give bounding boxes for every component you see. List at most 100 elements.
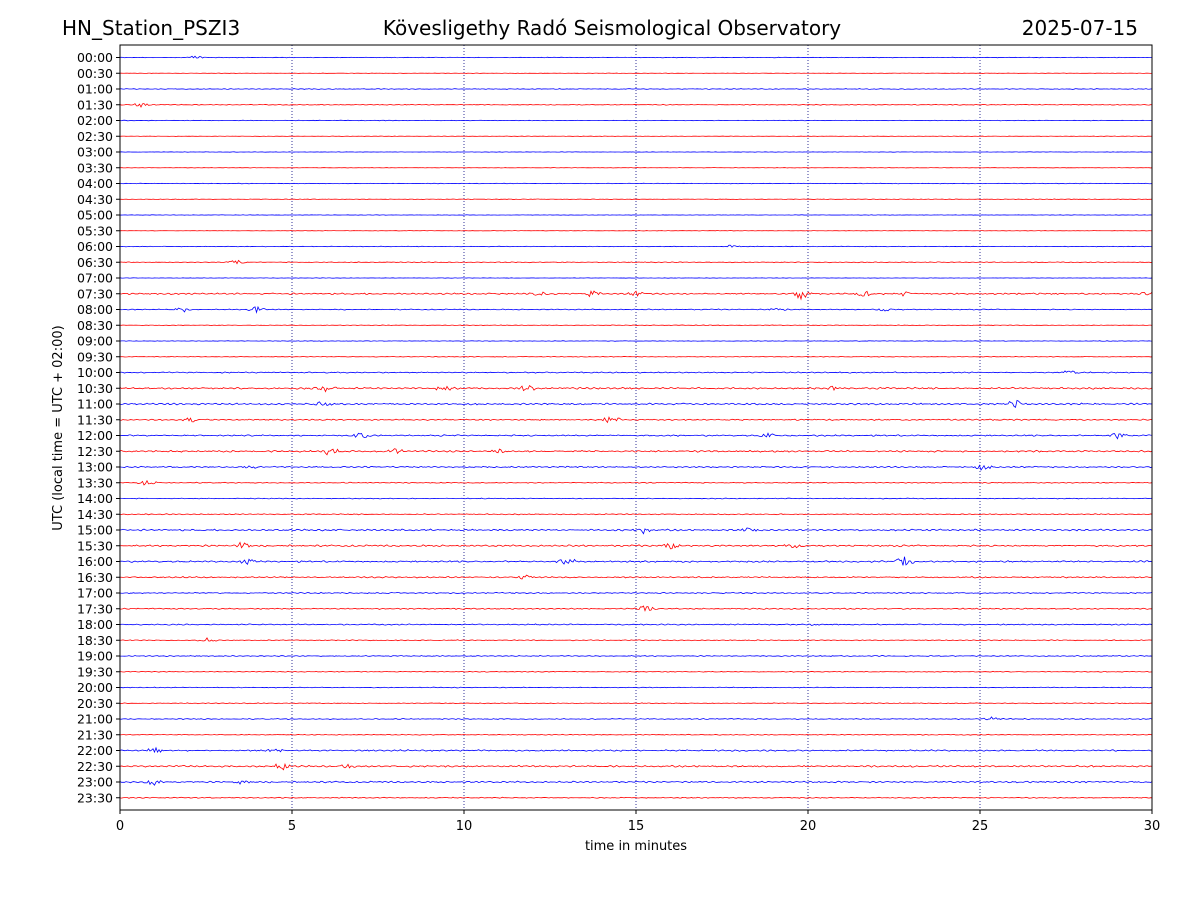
y-tick-label: 18:00 [77,617,113,632]
trace-1300 [119,464,1153,471]
trace-1000 [119,370,1153,374]
trace-2230 [119,762,1153,771]
x-tick-label: 10 [456,819,473,834]
trace-0200 [119,119,1153,122]
trace-2030 [119,702,1153,705]
y-tick-label: 03:30 [77,160,113,175]
y-tick-label: 20:30 [77,696,113,711]
y-axis-label: UTC (local time = UTC + 02:00) [51,325,66,530]
y-tick-label: 02:00 [77,113,113,128]
y-tick-label: 15:30 [77,538,113,553]
trace-0730 [119,290,1153,301]
trace-2100 [119,716,1153,721]
y-tick-label: 22:30 [77,759,113,774]
trace-1930 [119,670,1153,673]
trace-1100 [119,399,1153,409]
y-tick-label: 05:00 [77,208,113,223]
trace-1600 [119,556,1153,566]
x-tick-label: 15 [628,819,645,834]
trace-0600 [119,244,1153,248]
station-name: HN_Station_PSZI3 [62,16,241,40]
y-tick-label: 20:00 [77,680,113,695]
trace-0900 [119,340,1153,342]
y-tick-label: 04:00 [77,176,113,191]
trace-1830 [119,637,1153,642]
trace-1400 [119,497,1153,500]
trace-0400 [119,182,1153,185]
trace-1330 [119,479,1153,486]
x-tick-label: 5 [288,819,296,834]
y-tick-labels: 00:0000:3001:0001:3002:0002:3003:0003:30… [77,50,120,805]
y-tick-label: 14:00 [77,491,113,506]
trace-1700 [119,591,1153,595]
x-tick-label: 25 [972,819,989,834]
y-tick-label: 21:00 [77,712,113,727]
trace-2300 [119,779,1153,786]
y-tick-label: 19:00 [77,649,113,664]
y-tick-label: 06:00 [77,239,113,254]
y-tick-label: 03:00 [77,145,113,160]
trace-1200 [119,432,1153,440]
trace-2000 [119,686,1153,689]
trace-2200 [119,746,1153,754]
y-tick-label: 15:00 [77,523,113,538]
y-tick-label: 17:00 [77,586,113,601]
trace-0000 [119,55,1153,59]
y-tick-label: 12:30 [77,444,113,459]
y-tick-label: 23:00 [77,775,113,790]
y-tick-label: 08:30 [77,318,113,333]
trace-2130 [119,733,1153,736]
y-tick-label: 14:30 [77,507,113,522]
y-tick-label: 18:30 [77,633,113,648]
y-tick-label: 06:30 [77,255,113,270]
trace-2330 [119,796,1153,799]
y-tick-label: 08:00 [77,302,113,317]
y-tick-label: 17:30 [77,601,113,616]
y-tick-label: 19:30 [77,664,113,679]
trace-1730 [119,605,1153,612]
trace-0800 [119,305,1153,314]
y-tick-label: 02:30 [77,129,113,144]
trace-1900 [119,655,1153,657]
trace-1430 [119,513,1153,516]
trace-0830 [119,324,1153,326]
y-tick-label: 04:30 [77,192,113,207]
y-tick-label: 01:30 [77,97,113,112]
trace-1530 [119,541,1153,550]
seismic-traces [119,55,1153,799]
trace-1130 [119,416,1153,424]
y-tick-label: 10:00 [77,365,113,380]
trace-1630 [119,574,1153,580]
x-tick-label: 20 [800,819,817,834]
y-tick-label: 13:00 [77,460,113,475]
trace-1230 [119,448,1153,456]
trace-1500 [119,527,1153,535]
y-tick-label: 07:00 [77,271,113,286]
y-tick-label: 01:00 [77,82,113,97]
trace-0630 [119,259,1153,265]
y-tick-label: 09:00 [77,334,113,349]
x-tick-label: 30 [1144,819,1161,834]
y-tick-label: 11:00 [77,397,113,412]
y-tick-label: 16:30 [77,570,113,585]
y-tick-label: 22:00 [77,743,113,758]
y-tick-label: 23:30 [77,790,113,805]
y-tick-label: 11:30 [77,412,113,427]
trace-0430 [119,198,1153,200]
y-tick-label: 00:00 [77,50,113,65]
chart-date: 2025-07-15 [1021,16,1138,40]
y-tick-label: 05:30 [77,223,113,238]
y-tick-label: 16:00 [77,554,113,569]
y-tick-label: 21:30 [77,727,113,742]
y-tick-label: 09:30 [77,349,113,364]
x-tick-label: 0 [116,819,124,834]
y-tick-label: 00:30 [77,66,113,81]
y-tick-label: 13:30 [77,475,113,490]
trace-0100 [119,88,1153,90]
trace-0930 [119,356,1153,358]
y-tick-label: 10:30 [77,381,113,396]
trace-1030 [119,384,1153,393]
vertical-grid-lines [291,45,981,810]
trace-0130 [119,103,1153,108]
x-tick-labels: 0 5 10 15 20 25 30 [116,810,1160,834]
